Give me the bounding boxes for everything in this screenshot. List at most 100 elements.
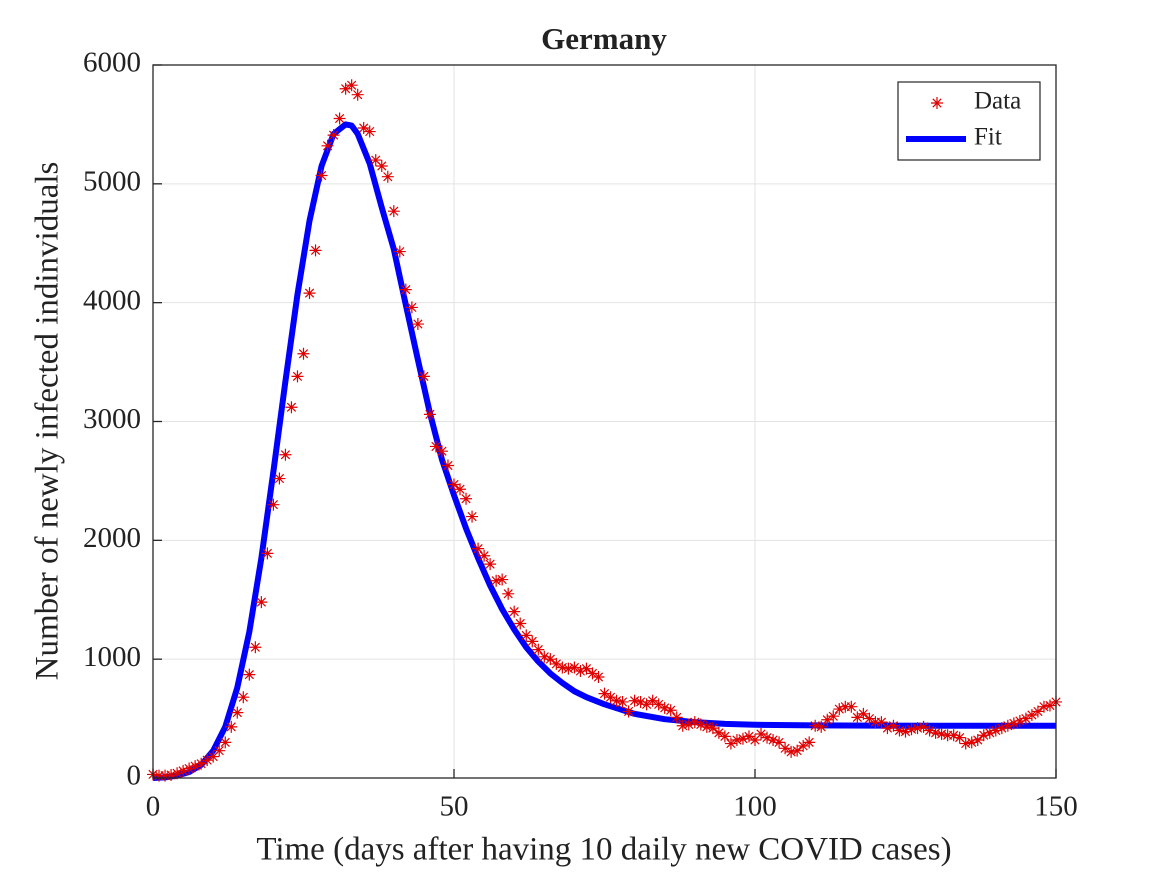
data-point	[622, 705, 635, 718]
data-point	[153, 769, 166, 782]
data-point	[327, 129, 340, 142]
data-point	[718, 730, 731, 743]
data-point	[670, 711, 683, 724]
data-point	[520, 629, 533, 642]
data-point	[454, 483, 467, 496]
data-point	[959, 737, 972, 750]
data-point	[851, 711, 864, 724]
data-point	[712, 726, 725, 739]
data-point	[273, 472, 286, 485]
data-point	[1031, 705, 1044, 718]
data-point	[580, 662, 593, 675]
data-point	[532, 643, 545, 656]
data-point	[538, 650, 551, 663]
legend-marker	[931, 97, 943, 109]
data-point	[171, 767, 184, 780]
data-point	[971, 733, 984, 746]
data-point	[730, 733, 743, 746]
data-point	[526, 635, 539, 648]
data-point	[514, 617, 527, 630]
data-point	[1013, 714, 1026, 727]
data-point	[231, 706, 244, 719]
data-point	[255, 596, 268, 609]
data-point	[544, 653, 557, 666]
data-point	[183, 762, 196, 775]
legend-label: Data	[974, 88, 1021, 115]
data-point	[387, 205, 400, 218]
data-point	[243, 668, 256, 681]
data-point	[869, 716, 882, 729]
data-point	[381, 170, 394, 183]
data-point	[435, 445, 448, 458]
data-point	[285, 401, 298, 414]
data-point	[556, 661, 569, 674]
data-point	[761, 731, 774, 744]
data-point	[321, 139, 334, 152]
data-point	[917, 720, 930, 733]
data-point	[941, 729, 954, 742]
data-point	[586, 667, 599, 680]
data-point	[658, 701, 671, 714]
data-point	[562, 662, 575, 675]
data-point	[923, 724, 936, 737]
data-point	[983, 726, 996, 739]
data-point	[460, 492, 473, 505]
data-point	[568, 661, 581, 674]
data-point	[423, 408, 436, 421]
data-point	[911, 722, 924, 735]
data-point	[207, 750, 220, 763]
legend-box	[897, 81, 1041, 161]
data-point	[995, 722, 1008, 735]
data-point	[357, 121, 370, 134]
data-point	[195, 757, 208, 770]
data-point	[682, 718, 695, 731]
data-point	[1001, 719, 1014, 732]
legend-label: Fit	[974, 124, 1002, 151]
data-point	[177, 764, 190, 777]
data-point	[749, 733, 761, 746]
data-point	[821, 713, 834, 726]
data-point	[755, 728, 768, 741]
data-point	[676, 719, 689, 732]
chart-title: Germany	[541, 21, 667, 56]
data-point	[375, 160, 388, 173]
data-point	[490, 574, 503, 587]
data-point	[411, 318, 424, 331]
data-point	[947, 729, 960, 742]
data-point	[875, 716, 888, 729]
data-point	[694, 718, 707, 731]
data-point	[417, 370, 430, 383]
data-point	[249, 641, 262, 654]
data-point	[857, 707, 870, 720]
data-point	[905, 723, 918, 736]
data-point	[1037, 700, 1050, 713]
data-point	[604, 691, 617, 704]
data-point	[472, 542, 485, 555]
data-point	[634, 695, 647, 708]
data-point	[815, 720, 828, 733]
data-point	[797, 739, 810, 752]
data-point	[965, 736, 978, 749]
data-point	[664, 704, 677, 717]
data-point	[706, 722, 719, 735]
data-point	[767, 733, 780, 746]
data-point	[189, 760, 202, 773]
data-point	[839, 700, 852, 713]
data-point	[887, 719, 900, 732]
data-point	[315, 169, 328, 182]
data-point	[1043, 699, 1056, 712]
data-point	[279, 448, 292, 461]
data-point	[448, 478, 460, 491]
data-point	[646, 694, 659, 707]
legend: Data Fit	[897, 81, 1041, 161]
data-point	[893, 724, 906, 737]
data-point	[640, 698, 653, 711]
data-point	[598, 687, 611, 700]
x-tick-label: 100	[733, 791, 777, 823]
data-point	[881, 722, 894, 735]
x-tick-label: 0	[146, 791, 161, 823]
data-point	[369, 154, 382, 167]
data-point	[1025, 709, 1038, 722]
data-point	[688, 716, 701, 729]
x-tick-label: 50	[440, 791, 469, 823]
